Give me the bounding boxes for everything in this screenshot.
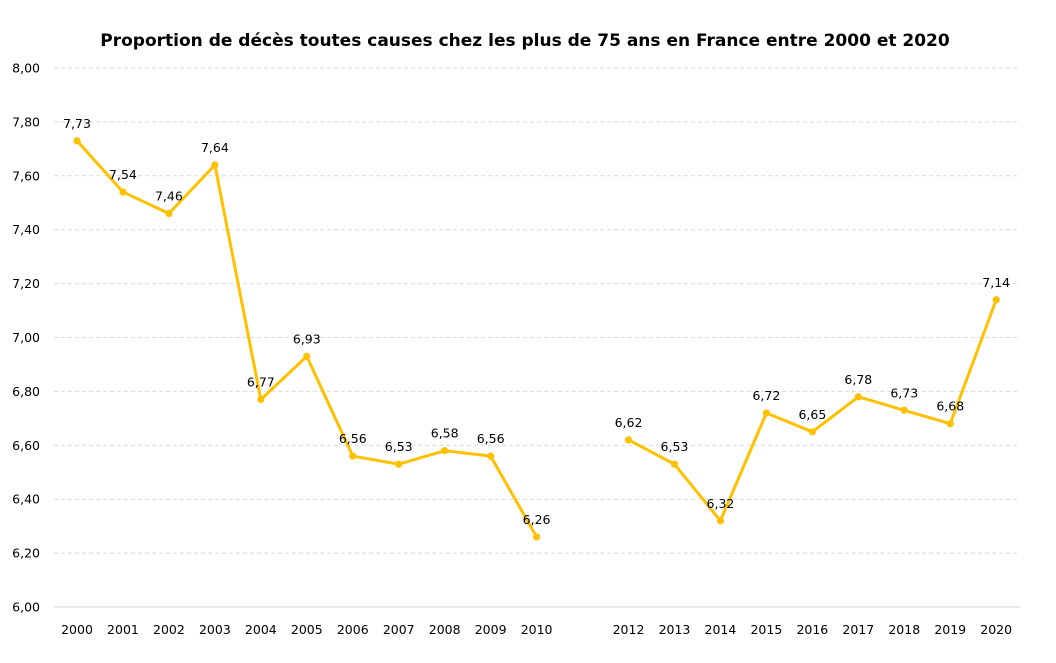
data-label: 6,53 xyxy=(385,439,413,454)
data-point xyxy=(73,137,81,145)
series-lines xyxy=(75,139,998,539)
x-tick-label: 2016 xyxy=(796,622,828,637)
data-label: 6,58 xyxy=(431,426,459,441)
data-label: 6,56 xyxy=(339,431,367,446)
data-label: 6,77 xyxy=(247,374,275,389)
x-axis-ticks: 2000 2001 2002 2003 2004 2005 2006 2007 2008 2009… xyxy=(61,622,1012,637)
data-label: 7,54 xyxy=(109,167,137,182)
x-tick-label: 2006 xyxy=(337,622,369,637)
data-label: 6,53 xyxy=(661,439,689,454)
data-point xyxy=(992,296,1000,304)
data-point xyxy=(716,517,725,525)
gridlines xyxy=(54,67,1020,608)
y-tick-label: 8,00 xyxy=(12,61,40,76)
data-point xyxy=(854,393,862,401)
data-label: 6,62 xyxy=(615,415,643,430)
x-tick-label: 2010 xyxy=(521,622,553,637)
y-tick-label: 7,00 xyxy=(12,330,40,345)
y-tick-label: 6,60 xyxy=(12,438,40,453)
data-point xyxy=(119,188,127,196)
data-point xyxy=(533,533,541,541)
series-points xyxy=(73,137,1000,541)
x-tick-label: 2005 xyxy=(291,622,323,637)
data-point xyxy=(670,460,679,468)
data-label: 7,73 xyxy=(63,116,91,131)
x-tick-label: 2017 xyxy=(842,622,874,637)
data-label: 6,32 xyxy=(707,496,735,511)
x-tick-label: 2015 xyxy=(750,622,782,637)
data-label: 6,73 xyxy=(890,385,918,400)
x-tick-label: 2007 xyxy=(383,622,415,637)
data-point xyxy=(303,352,311,360)
y-tick-label: 6,80 xyxy=(12,384,40,399)
x-tick-label: 2008 xyxy=(429,622,461,637)
x-tick-label: 2000 xyxy=(61,622,93,637)
data-point xyxy=(349,452,357,460)
data-label: 6,65 xyxy=(798,407,826,422)
y-tick-label: 6,00 xyxy=(12,600,40,615)
x-tick-label: 2013 xyxy=(659,622,691,637)
data-label: 6,72 xyxy=(752,388,780,403)
x-tick-label: 2020 xyxy=(980,622,1012,637)
data-label: 6,26 xyxy=(523,512,551,527)
y-tick-label: 7,40 xyxy=(12,222,40,237)
y-tick-label: 7,20 xyxy=(12,276,40,291)
data-point xyxy=(624,436,633,444)
x-tick-label: 2018 xyxy=(888,622,920,637)
data-point xyxy=(165,209,173,218)
y-axis-ticks: 6,00 6,20 6,40 6,60 6,80 7,00 7,20 7,40 7,60 7,80… xyxy=(12,61,40,615)
data-label: 6,68 xyxy=(936,399,964,414)
data-label: 7,14 xyxy=(982,275,1010,290)
data-point xyxy=(211,161,219,169)
data-label: 6,78 xyxy=(844,372,872,387)
data-point xyxy=(808,428,816,436)
y-tick-label: 7,60 xyxy=(12,168,40,183)
x-tick-label: 2014 xyxy=(705,622,737,637)
data-point xyxy=(487,452,495,460)
data-point xyxy=(946,420,954,428)
data-label: 7,64 xyxy=(201,140,229,155)
data-labels: 7,73 7,54 7,46 7,64 6,77 6,93 6,56 6,53 6,58 6,56… xyxy=(63,116,1010,527)
chart-title: Proportion de décès toutes causes chez l… xyxy=(100,31,950,51)
x-tick-label: 2009 xyxy=(475,622,507,637)
data-point xyxy=(900,406,908,414)
data-point xyxy=(762,409,771,417)
data-point xyxy=(441,447,449,455)
x-tick-label: 2019 xyxy=(934,622,966,637)
x-tick-label: 2004 xyxy=(245,622,277,637)
data-point xyxy=(395,460,403,468)
data-label: 6,56 xyxy=(477,431,505,446)
y-tick-label: 7,80 xyxy=(12,114,40,129)
x-tick-label: 2003 xyxy=(199,622,231,637)
data-point xyxy=(257,395,265,404)
y-tick-label: 6,40 xyxy=(12,492,40,507)
x-tick-label: 2002 xyxy=(153,622,185,637)
data-label: 6,93 xyxy=(293,331,321,346)
data-label: 7,46 xyxy=(155,189,183,204)
y-tick-label: 6,20 xyxy=(12,546,40,561)
x-tick-label: 2012 xyxy=(613,622,645,637)
x-tick-label: 2001 xyxy=(107,622,139,637)
